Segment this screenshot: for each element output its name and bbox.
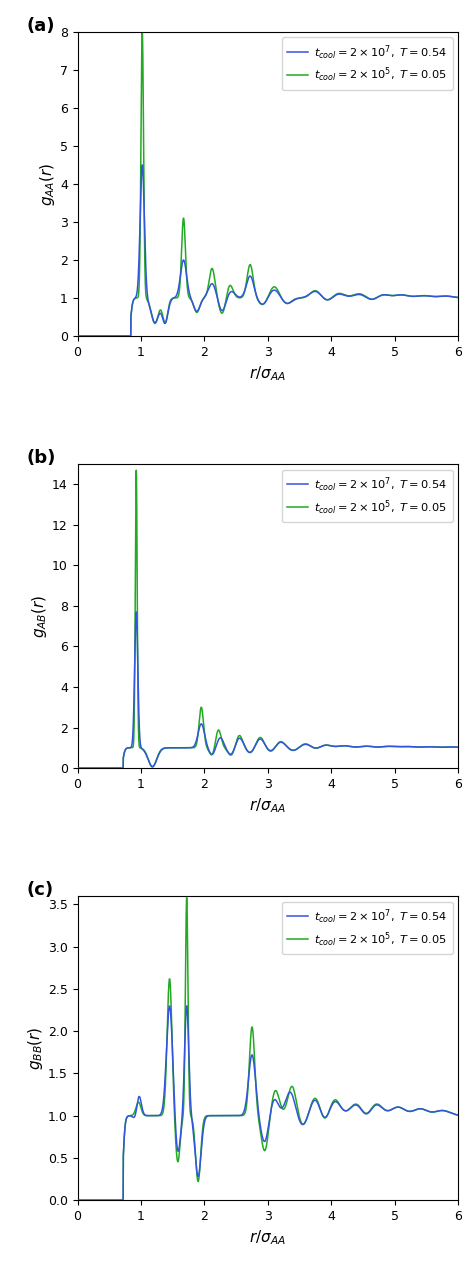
- Legend: $t_{cool} = 2 \times 10^{7},\ T = 0.54$, $t_{cool} = 2 \times 10^{5},\ T = 0.05$: $t_{cool} = 2 \times 10^{7},\ T = 0.54$,…: [282, 37, 453, 90]
- Legend: $t_{cool} = 2 \times 10^{7},\ T = 0.54$, $t_{cool} = 2 \times 10^{5},\ T = 0.05$: $t_{cool} = 2 \times 10^{7},\ T = 0.54$,…: [282, 470, 453, 522]
- Text: (b): (b): [26, 448, 55, 466]
- Text: (a): (a): [26, 17, 55, 34]
- X-axis label: $r/\sigma_{AA}$: $r/\sigma_{AA}$: [250, 796, 286, 815]
- Y-axis label: $g_{BB}(r)$: $g_{BB}(r)$: [26, 1026, 45, 1069]
- X-axis label: $r/\sigma_{AA}$: $r/\sigma_{AA}$: [250, 1228, 286, 1247]
- Y-axis label: $g_{AA}(r)$: $g_{AA}(r)$: [38, 163, 57, 206]
- Text: (c): (c): [26, 880, 53, 899]
- Y-axis label: $g_{AB}(r)$: $g_{AB}(r)$: [30, 594, 49, 638]
- Legend: $t_{cool} = 2 \times 10^{7},\ T = 0.54$, $t_{cool} = 2 \times 10^{5},\ T = 0.05$: $t_{cool} = 2 \times 10^{7},\ T = 0.54$,…: [282, 902, 453, 954]
- X-axis label: $r/\sigma_{AA}$: $r/\sigma_{AA}$: [250, 364, 286, 384]
